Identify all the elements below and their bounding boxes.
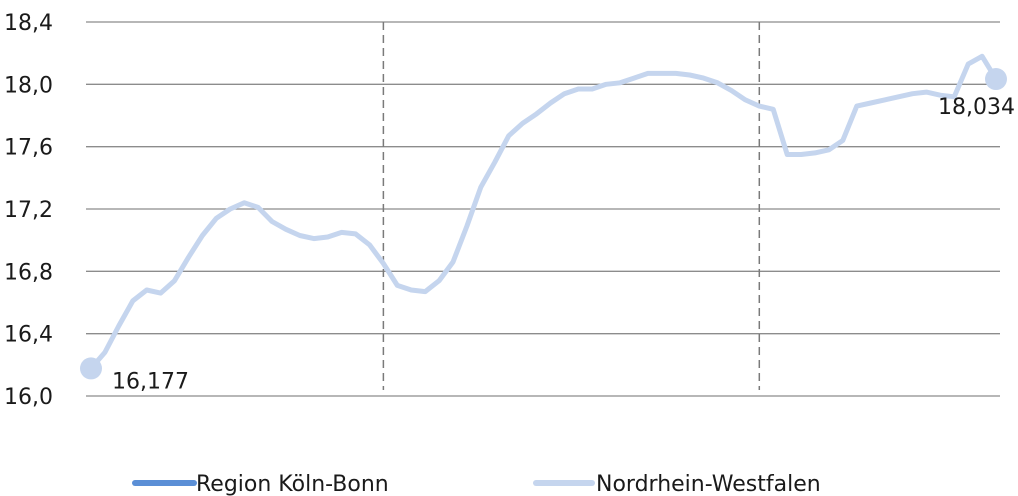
- gridlines: [86, 21, 1000, 397]
- legend-item-nordrhein-westfalen: Nordrhein-Westfalen: [533, 472, 821, 496]
- legend-item-region-koeln-bonn: Region Köln-Bonn: [132, 472, 389, 496]
- y-tick-label: 16,8: [4, 260, 53, 285]
- y-tick-label: 17,6: [4, 136, 53, 161]
- y-tick-label: 16,4: [4, 323, 53, 348]
- data-label: 18,034: [938, 95, 1015, 120]
- data-label: 16,177: [112, 369, 189, 394]
- period-separators: [382, 22, 761, 390]
- data-labels: 16,177 18,034: [80, 68, 1015, 394]
- legend-label-region-koeln-bonn: Region Köln-Bonn: [196, 472, 389, 496]
- series-line-nordrhein-westfalen: [88, 53, 999, 371]
- legend: Region Köln-Bonn Nordrhein-Westfalen: [132, 472, 821, 496]
- y-tick-label: 16,0: [4, 385, 53, 410]
- series-lines: [88, 53, 999, 371]
- legend-label-nordrhein-westfalen: Nordrhein-Westfalen: [596, 472, 821, 496]
- data-point-marker: [80, 357, 102, 380]
- y-tick-label: 17,2: [4, 198, 53, 223]
- data-point-marker: [985, 68, 1007, 91]
- y-tick-label: 18,0: [4, 73, 53, 98]
- y-axis-ticks: 16,0 16,4 16,8 17,2 17,6 18,0 18,4: [4, 11, 53, 410]
- y-tick-label: 18,4: [4, 11, 53, 36]
